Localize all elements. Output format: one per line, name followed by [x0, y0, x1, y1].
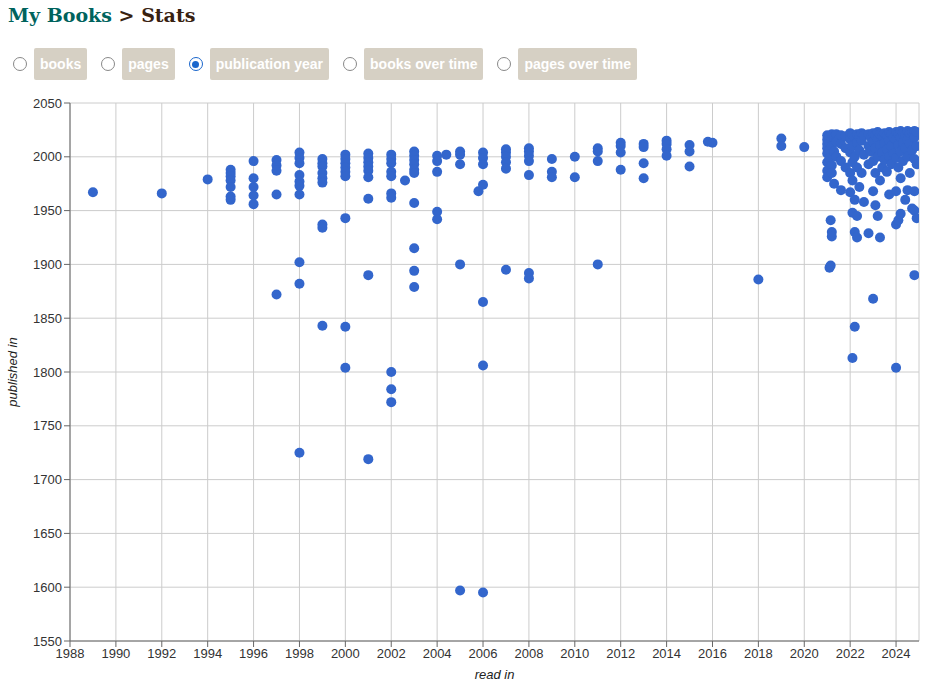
svg-text:1998: 1998: [285, 646, 314, 661]
svg-text:1650: 1650: [33, 526, 62, 541]
svg-text:1990: 1990: [101, 646, 130, 661]
svg-text:1988: 1988: [55, 646, 85, 662]
svg-text:2000: 2000: [33, 149, 62, 164]
svg-text:2008: 2008: [514, 646, 543, 661]
svg-text:1996: 1996: [239, 646, 268, 661]
svg-text:2016: 2016: [698, 646, 727, 661]
html-text:publication year: publication year: [215, 56, 324, 72]
svg-text:1750: 1750: [33, 418, 62, 433]
html-text:My Books > Stats: My Books > Stats: [8, 4, 196, 26]
svg-text:published in: published in: [8, 337, 20, 407]
svg-text:2004: 2004: [423, 646, 452, 661]
svg-text:2002: 2002: [377, 646, 406, 661]
svg-text:2000: 2000: [331, 646, 360, 661]
html-text:books: books: [40, 56, 82, 72]
svg-text:1600: 1600: [33, 580, 62, 595]
svg-text:1994: 1994: [193, 646, 222, 661]
html-text:books over time: books over time: [370, 56, 478, 72]
svg-text:2010: 2010: [560, 646, 589, 661]
html-text:pages: pages: [128, 56, 169, 72]
svg-text:1700: 1700: [33, 472, 62, 487]
svg-text:1550: 1550: [33, 634, 62, 649]
svg-text:2024: 2024: [882, 646, 911, 661]
svg-text:2012: 2012: [606, 646, 635, 661]
svg-text:2020: 2020: [790, 646, 819, 661]
svg-text:1800: 1800: [33, 365, 62, 380]
svg-text:2014: 2014: [652, 646, 681, 661]
svg-text:read in: read in: [475, 667, 515, 682]
svg-text:1950: 1950: [33, 203, 62, 218]
svg-text:2006: 2006: [469, 646, 498, 661]
svg-text:2022: 2022: [836, 646, 865, 661]
svg-text:1992: 1992: [147, 646, 176, 661]
svg-text:1850: 1850: [33, 311, 62, 326]
svg-text:2050: 2050: [33, 96, 62, 111]
html-text:pages over time: pages over time: [524, 56, 631, 72]
svg-text:1900: 1900: [33, 257, 62, 272]
svg-text:2018: 2018: [744, 646, 773, 661]
